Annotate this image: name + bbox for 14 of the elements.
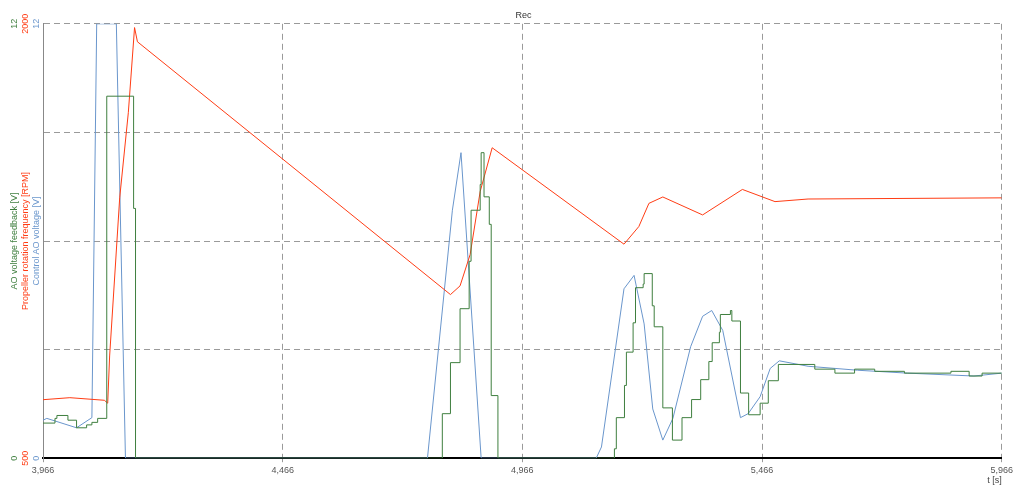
y2-tick-label: 2000 bbox=[20, 13, 31, 34]
chart-title: Rec bbox=[515, 9, 532, 20]
y3-tick-label: 12 bbox=[9, 18, 20, 29]
x-axis-title: t [s] bbox=[987, 474, 1002, 485]
y2-tick-label: 500 bbox=[20, 450, 31, 466]
x-tick-label: 4,966 bbox=[511, 465, 534, 476]
x-tick-label: 4,466 bbox=[271, 465, 294, 476]
y-axis-title: Control AO voltage [V] bbox=[31, 196, 42, 286]
x-tick-label: 5,966 bbox=[990, 465, 1013, 476]
y3-tick-label: 0 bbox=[9, 455, 20, 461]
y3-axis-title: AO voltage feedback [V] bbox=[9, 192, 20, 290]
y2-axis-title: Propeller rotation frequency [RPM] bbox=[20, 171, 31, 311]
x-tick-label: 5,466 bbox=[750, 465, 774, 476]
x-tick-label: 3,966 bbox=[31, 465, 55, 476]
